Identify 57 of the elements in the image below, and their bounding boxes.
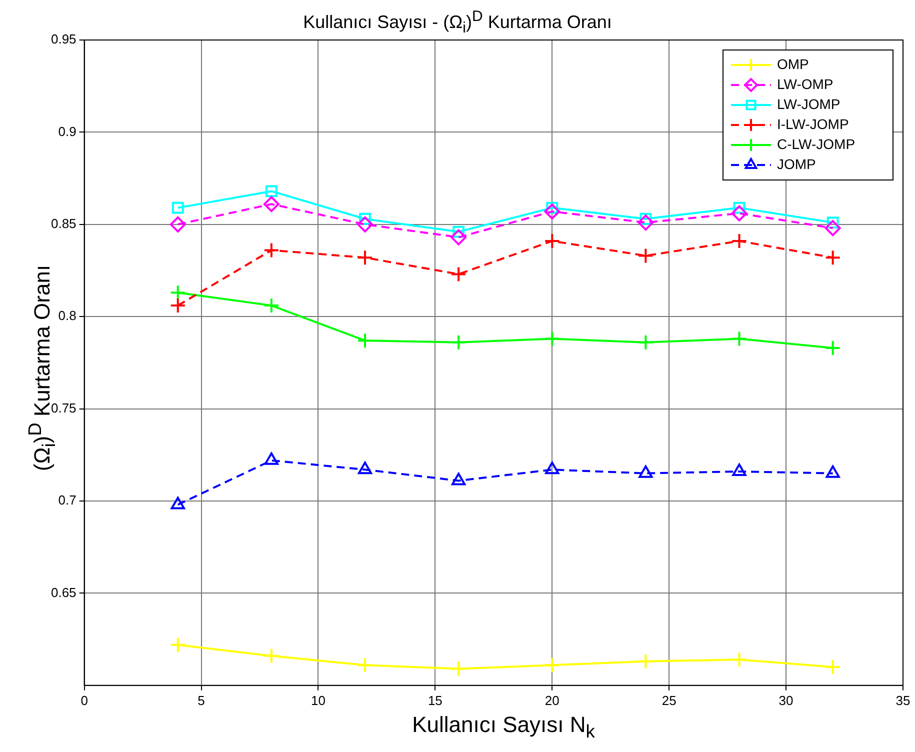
point bbox=[544, 232, 560, 249]
point bbox=[824, 250, 841, 266]
point bbox=[638, 248, 654, 264]
point bbox=[265, 185, 278, 198]
y-tick-label: 0.85 bbox=[50, 216, 76, 231]
x-tick-label: 20 bbox=[544, 692, 560, 708]
point bbox=[824, 220, 841, 236]
point bbox=[731, 652, 748, 668]
legend-label: I-LW-JOMP bbox=[777, 116, 849, 132]
point bbox=[263, 242, 280, 258]
point bbox=[450, 660, 467, 677]
point bbox=[638, 214, 654, 231]
point bbox=[544, 330, 560, 347]
x-tick-label: 35 bbox=[896, 692, 910, 708]
point bbox=[263, 298, 280, 314]
y-tick-label: 0.9 bbox=[58, 124, 76, 139]
point bbox=[357, 250, 373, 266]
point bbox=[170, 284, 186, 301]
point bbox=[170, 298, 186, 314]
legend-label: LW-OMP bbox=[777, 76, 834, 92]
point bbox=[824, 340, 841, 356]
point bbox=[544, 203, 560, 220]
x-tick-label: 0 bbox=[80, 692, 88, 708]
y-tick-label: 0.7 bbox=[58, 492, 76, 508]
point bbox=[638, 334, 654, 350]
point bbox=[450, 334, 467, 350]
x-axis-title: Kullanıcı Sayısı N$_{k}$ bbox=[411, 712, 596, 742]
point bbox=[357, 657, 373, 674]
point bbox=[357, 216, 373, 232]
y-tick-label: 0.65 bbox=[50, 584, 76, 600]
legend-label: OMP bbox=[777, 56, 809, 72]
x-tick-label: 15 bbox=[428, 692, 442, 708]
point bbox=[544, 657, 560, 674]
legend-label: LW-JOMP bbox=[777, 96, 840, 112]
point bbox=[170, 216, 186, 232]
point bbox=[450, 229, 467, 246]
x-tick-label: 30 bbox=[778, 692, 794, 708]
y-tick-label: 0.8 bbox=[58, 308, 76, 324]
x-tick-label: 10 bbox=[310, 692, 326, 708]
point bbox=[450, 266, 467, 282]
point bbox=[731, 205, 748, 222]
legend-label: JOMP bbox=[777, 156, 816, 172]
point bbox=[172, 202, 184, 214]
x-tick-label: 5 bbox=[198, 692, 205, 708]
point bbox=[263, 648, 280, 664]
point bbox=[263, 196, 280, 212]
x-tick-label: 25 bbox=[662, 692, 676, 708]
point bbox=[357, 332, 373, 349]
point bbox=[824, 658, 841, 675]
point bbox=[731, 232, 748, 249]
point bbox=[731, 330, 748, 347]
legend-label: C-LW-JOMP bbox=[777, 136, 856, 152]
point bbox=[638, 653, 654, 670]
point bbox=[170, 636, 186, 653]
y-tick-label: 0.95 bbox=[50, 32, 76, 47]
y-tick-label: 0.75 bbox=[50, 400, 76, 416]
chart-title: Kullanıcı Sayısı - (Ω$_{i}$)$^{D}$ Kurtarma Oranı bbox=[303, 8, 612, 37]
